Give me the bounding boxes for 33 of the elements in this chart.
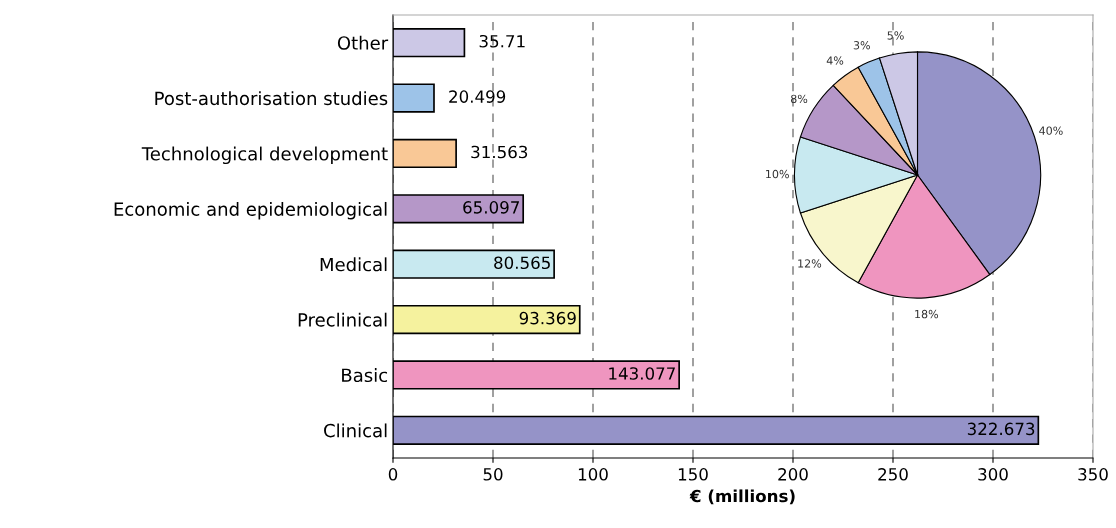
x-tick-label: 100 bbox=[578, 468, 608, 481]
data-label: 143.077 bbox=[609, 367, 675, 380]
y-tick-label: Technological development bbox=[141, 146, 388, 165]
data-label: 80.565 bbox=[494, 256, 550, 270]
data-label: 20.499 bbox=[449, 90, 506, 103]
data-label: 10% bbox=[766, 169, 789, 179]
data-label: 12% bbox=[798, 259, 822, 268]
y-tick-label: Basic bbox=[342, 368, 388, 383]
x-tick-label: 350 bbox=[1078, 468, 1108, 481]
y-tick-label: Preclinical bbox=[298, 312, 387, 327]
y-tick-label: Clinical bbox=[324, 423, 387, 438]
data-label: 3% bbox=[853, 41, 870, 50]
y-tick-label: Post-authorisation studies bbox=[155, 91, 388, 106]
data-label: 93.369 bbox=[519, 311, 576, 325]
data-label: 35.71 bbox=[479, 34, 525, 48]
data-label: 40% bbox=[1039, 126, 1063, 135]
x-axis-title: € (millions) bbox=[689, 489, 795, 505]
x-tick-label: 250 bbox=[878, 468, 908, 481]
data-label: 8% bbox=[790, 94, 808, 104]
x-tick-label: 0 bbox=[388, 468, 398, 481]
data-label: 322.673 bbox=[967, 422, 1035, 436]
data-label: 5% bbox=[887, 31, 904, 40]
x-tick-label: 300 bbox=[978, 468, 1008, 481]
x-tick-label: 150 bbox=[678, 468, 708, 481]
y-tick-label: Medical bbox=[320, 257, 387, 272]
y-tick-label: Economic and epidemiological bbox=[114, 201, 387, 220]
y-tick-label: Other bbox=[337, 35, 389, 50]
data-label: 65.097 bbox=[463, 201, 519, 214]
data-label: 31.563 bbox=[471, 145, 528, 159]
data-label: 4% bbox=[826, 56, 844, 65]
x-tick-label: 50 bbox=[483, 468, 503, 481]
data-label: 18% bbox=[915, 309, 939, 319]
x-tick-label: 200 bbox=[778, 468, 808, 481]
